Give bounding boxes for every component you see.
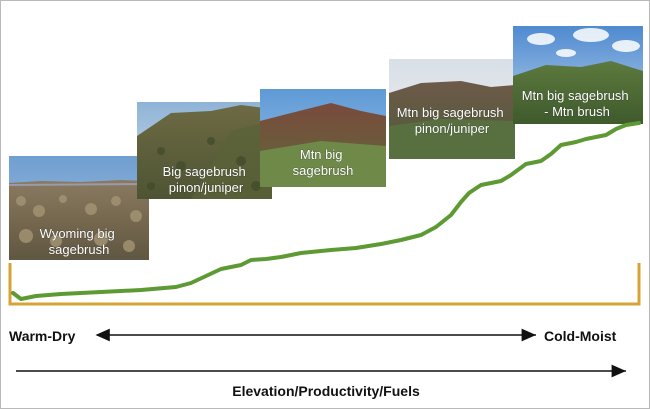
zone-label-mtn-big-sagebrush-pinon-juniper: Mtn big sagebrush pinon/juniper bbox=[397, 105, 508, 136]
photo-mtn-big-sagebrush-mtn-brush: Mtn big sagebrush - Mtn brush bbox=[513, 26, 643, 124]
zone-label-mtn-big-sagebrush-mtn-brush: Mtn big sagebrush - Mtn brush bbox=[522, 88, 633, 119]
warm-dry-label: Warm-Dry bbox=[9, 328, 76, 344]
cold-moist-label: Cold-Moist bbox=[544, 328, 617, 344]
gradient-bracket bbox=[8, 263, 641, 306]
photo-mtn-big-sagebrush: Mtn big sagebrush bbox=[260, 89, 386, 187]
photo-wyoming-big-sagebrush: Wyoming big sagebrush bbox=[8, 156, 150, 260]
photo-mtn-big-sagebrush-pinon-juniper: Mtn big sagebrush pinon/juniper bbox=[389, 59, 515, 159]
elevation-productivity-fuels-label: Elevation/Productivity/Fuels bbox=[232, 383, 420, 399]
photo-big-sagebrush-pinon-juniper: Big sagebrush pinon/juniper bbox=[137, 102, 272, 199]
zone-label-big-sagebrush-pinon-juniper: Big sagebrush pinon/juniper bbox=[163, 164, 250, 195]
zone-label-mtn-big-sagebrush: Mtn big sagebrush bbox=[293, 147, 354, 178]
zone-label-wyoming: Wyoming big sagebrush bbox=[40, 226, 119, 257]
productivity-curve bbox=[11, 121, 641, 301]
